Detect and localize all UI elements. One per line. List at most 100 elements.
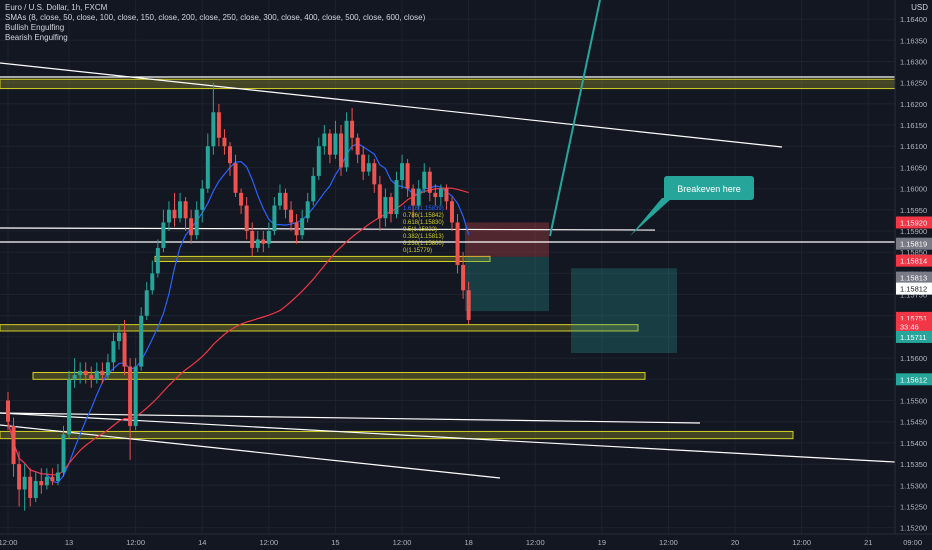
candle-body xyxy=(166,209,171,223)
candle-body xyxy=(361,154,366,172)
candle-body xyxy=(17,464,22,490)
candle xyxy=(72,358,77,388)
price-label-badge xyxy=(896,254,932,267)
candle-body xyxy=(239,192,244,206)
time-tick-label: 09:00 xyxy=(903,538,922,547)
candle-body xyxy=(211,112,216,147)
time-tick-label: 12:00 xyxy=(659,538,678,547)
candle xyxy=(344,112,349,172)
bearish-engulfing-label[interactable]: Bearish Engulfing xyxy=(5,33,68,42)
time-tick-label: 15 xyxy=(331,538,339,547)
price-label-text: 1.15814 xyxy=(900,257,927,266)
candle xyxy=(172,192,177,227)
candle xyxy=(405,158,410,198)
candle-body xyxy=(388,197,393,215)
price-label-text: 1.15920 xyxy=(900,219,927,228)
candle-body xyxy=(400,163,405,181)
candle xyxy=(222,129,227,155)
time-tick-label: 12:00 xyxy=(259,538,278,547)
candle xyxy=(144,281,149,320)
price-tick-label: 1.16100 xyxy=(900,142,927,151)
candle xyxy=(166,201,171,231)
grid xyxy=(0,0,914,534)
price-label-text: 1.15813 xyxy=(900,274,927,283)
candle xyxy=(350,108,355,151)
candle-body xyxy=(105,362,110,376)
candle xyxy=(161,209,166,253)
bullish-engulfing-label[interactable]: Bullish Engulfing xyxy=(5,23,65,32)
candle-body xyxy=(100,370,105,376)
price-tick-label: 1.15200 xyxy=(900,524,927,533)
candle xyxy=(316,137,321,181)
price-tick-label: 1.16000 xyxy=(900,185,927,194)
candle-body xyxy=(461,264,466,291)
candle xyxy=(411,184,416,219)
candle-body xyxy=(355,137,360,155)
candle xyxy=(422,163,427,193)
candle xyxy=(239,188,244,215)
candle-body xyxy=(255,239,260,248)
stop-loss-box xyxy=(465,222,549,257)
candle-body xyxy=(261,239,266,244)
candle-body xyxy=(366,163,371,172)
time-tick-label: 12:00 xyxy=(126,538,145,547)
breakeven-callout-text: Breakeven here xyxy=(677,184,741,194)
candle xyxy=(461,252,466,299)
price-tick-label: 1.15600 xyxy=(900,354,927,363)
price-tick-label: 1.15950 xyxy=(900,206,927,215)
candle xyxy=(444,184,449,210)
candle-body xyxy=(333,133,338,155)
symbol-title[interactable]: Euro / U.S. Dollar, 1h, FXCM xyxy=(5,3,108,12)
candle-body xyxy=(122,332,127,367)
price-tick-label: 1.16250 xyxy=(900,79,927,88)
candle xyxy=(122,319,127,376)
candle-body xyxy=(178,201,183,219)
candle-body xyxy=(438,188,443,198)
candle-body xyxy=(216,112,221,138)
sma-8-line xyxy=(7,142,470,484)
candle-body xyxy=(6,400,10,422)
candle xyxy=(94,362,99,384)
candle-body xyxy=(155,247,160,274)
candle-body xyxy=(61,434,66,473)
candle xyxy=(300,209,305,240)
candle xyxy=(11,417,16,477)
candle-body xyxy=(372,163,377,185)
candle xyxy=(139,307,144,371)
candle-body xyxy=(78,370,83,376)
price-tick-label: 1.15750 xyxy=(900,291,927,300)
price-tick-label: 1.16150 xyxy=(900,121,927,130)
sma-indicator-label[interactable]: SMAs (8, close, 50, close, 100, close, 1… xyxy=(5,13,426,22)
candle-body xyxy=(228,146,232,164)
price-label-badge xyxy=(896,330,932,343)
candles xyxy=(6,82,471,511)
candle-body xyxy=(283,192,288,210)
time-tick-label: 12:00 xyxy=(393,538,412,547)
candle-body xyxy=(194,209,199,236)
candle xyxy=(28,468,33,507)
candle xyxy=(322,125,327,155)
candle xyxy=(67,370,72,439)
candle-body xyxy=(394,180,399,215)
price-tick-label: 1.15250 xyxy=(900,502,927,511)
candle-body xyxy=(433,192,438,198)
candle-body xyxy=(322,133,327,147)
candle-body xyxy=(233,163,238,193)
currency-label[interactable]: USD xyxy=(911,3,928,12)
candle xyxy=(255,230,260,253)
candle xyxy=(261,230,266,253)
candle-body xyxy=(250,230,255,248)
candle xyxy=(339,125,343,176)
time-tick-label: 12:00 xyxy=(0,538,17,547)
candle xyxy=(128,358,133,460)
candle xyxy=(372,158,377,193)
price-label-badge xyxy=(896,373,932,386)
price-tick-label: 1.15500 xyxy=(900,397,927,406)
candle xyxy=(61,425,66,477)
candle-body xyxy=(327,133,332,155)
candle xyxy=(189,209,194,244)
candle-body xyxy=(39,481,44,486)
time-tick-label: 12:00 xyxy=(526,538,545,547)
candle xyxy=(44,468,49,490)
